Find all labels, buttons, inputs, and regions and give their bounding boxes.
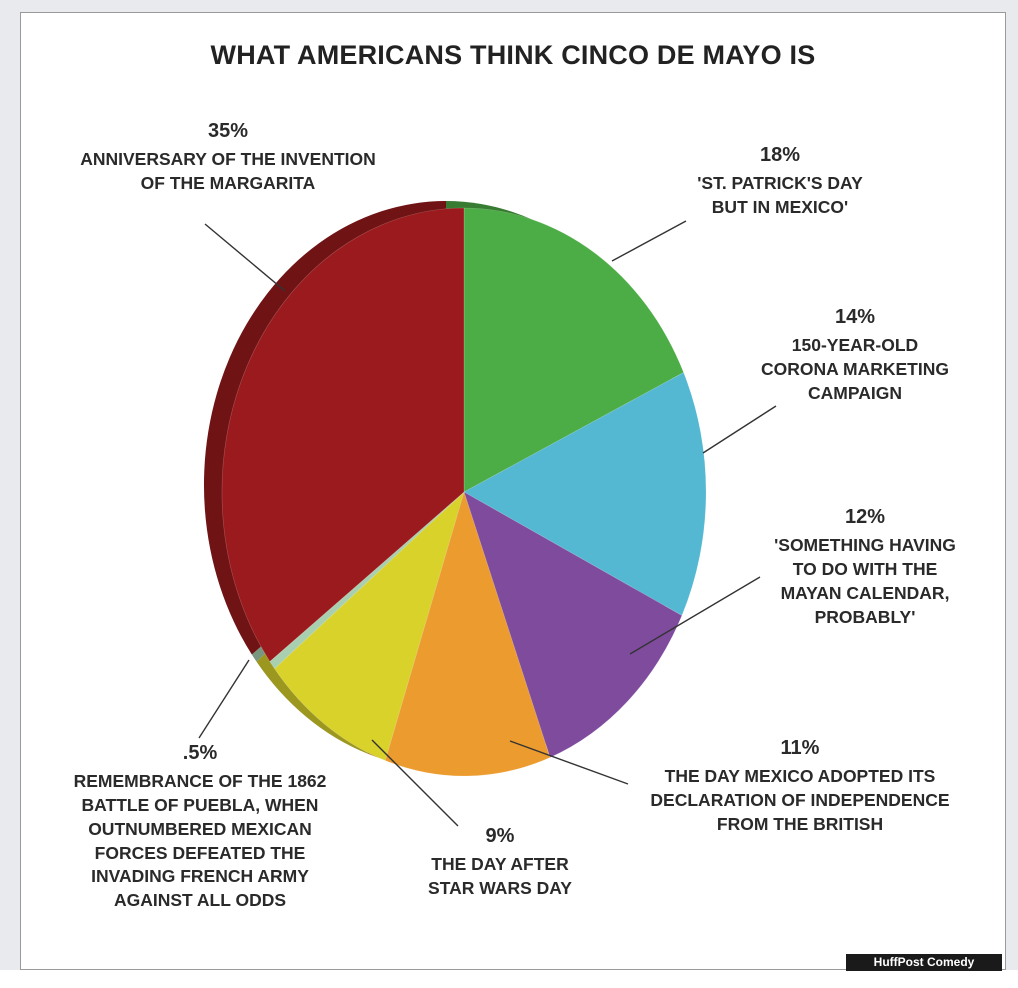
pie-slice-0 [463,207,684,493]
slice-percent-3: 11% [780,737,820,759]
source-credit: HuffPost Comedy [846,954,1002,971]
leader-lines [198,220,777,827]
slice-percent-0: 18% [759,144,801,166]
pie-slice-5 [269,491,465,670]
slice-label-4: 9% THE DAY AFTER STAR WARS DAY [380,823,620,901]
pie-slice-6 [221,207,465,662]
slice-percent-2: 12% [844,506,886,528]
slice-description-1: 150-YEAR-OLD CORONA MARKETING CAMPAIGN [761,335,949,403]
leader-line-6 [204,223,286,292]
slice-percent-4: 9% [485,825,515,847]
slice-percent-1: 14% [834,306,876,328]
leader-line-4 [371,739,459,827]
slice-label-5: .5% REMEMBRANCE OF THE 1862 BATTLE OF PUE… [30,740,370,913]
slice-label-6: 35% ANNIVERSARY OF THE INVENTION OF THE M… [28,118,428,196]
slice-description-3: THE DAY MEXICO ADOPTED ITS DECLARATION O… [650,766,950,834]
slice-label-1: 14% 150-YEAR-OLD CORONA MARKETING CAMPAIG… [724,304,986,406]
slice-percent-5: .5% [182,742,218,764]
slice-description-0: 'ST. PATRICK'S DAY BUT IN MEXICO' [697,173,863,217]
slice-description-2: 'SOMETHING HAVING TO DO WITH THE MAYAN C… [774,535,956,627]
leader-line-2 [629,576,761,655]
pie-slice-4 [274,491,465,761]
slice-description-5: REMEMBRANCE OF THE 1862 BATTLE OF PUEBLA… [73,771,327,911]
pie-slice-1 [463,372,707,616]
slice-description-4: THE DAY AFTER STAR WARS DAY [428,854,572,898]
leader-line-3 [509,740,629,785]
pie-slice-2 [463,491,683,758]
leader-line-0 [611,220,687,262]
pie-top-layer [221,207,707,777]
slice-label-3: 11% THE DAY MEXICO ADOPTED ITS DECLARATIO… [600,735,1000,837]
leader-line-5 [198,659,250,739]
footer-strip [0,970,1018,988]
slice-label-0: 18% 'ST. PATRICK'S DAY BUT IN MEXICO' [650,142,910,220]
slice-description-6: ANNIVERSARY OF THE INVENTION OF THE MARG… [80,149,376,193]
chart-title: WHAT AMERICANS THINK CINCO DE MAYO IS [210,40,816,70]
slice-label-2: 12% 'SOMETHING HAVING TO DO WITH THE MAYA… [726,504,1004,629]
slice-percent-6: 35% [207,120,249,142]
leader-line-1 [702,405,777,454]
